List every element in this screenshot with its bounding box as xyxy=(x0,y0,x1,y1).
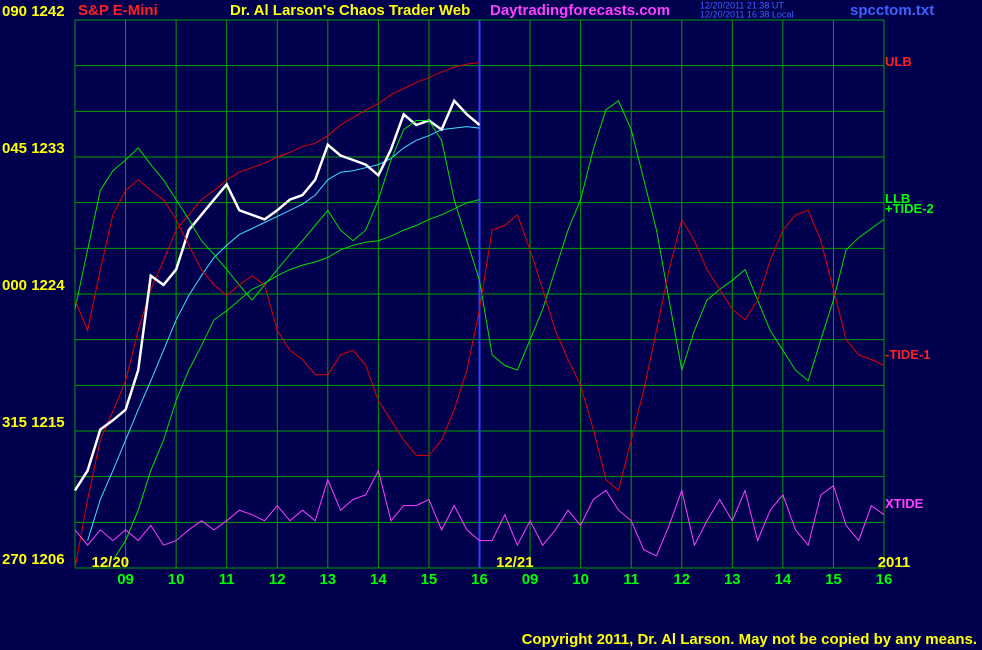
series-label: ULB xyxy=(885,54,912,69)
site: Daytradingforecasts.com xyxy=(490,2,670,19)
timestamp-local: 12/20/2011 16:38 Local xyxy=(700,9,793,19)
x-tick-label: 15 xyxy=(421,571,438,588)
x-tick-label: 14 xyxy=(775,571,792,588)
x-tick-label: 12 xyxy=(269,571,286,588)
x-tick-label: 10 xyxy=(168,571,185,588)
y-tick-label: 090 1242 xyxy=(2,3,65,20)
series-label: XTIDE xyxy=(885,496,924,511)
series-line xyxy=(87,126,480,541)
x-tick-label: 12 xyxy=(673,571,690,588)
y-tick-label: 315 1215 xyxy=(2,414,65,431)
x-tick-label: 10 xyxy=(572,571,589,588)
series-line xyxy=(73,98,481,492)
series-line xyxy=(74,99,885,382)
symbol: S&P E-Mini xyxy=(78,2,158,19)
x-tick-label: 11 xyxy=(219,571,235,588)
date-label: 2011 xyxy=(878,554,911,571)
y-tick-label: 000 1224 xyxy=(2,277,65,294)
y-tick-label: 270 1206 xyxy=(2,551,65,568)
timestamp-ut: 12/20/2011 21:38 UT xyxy=(700,0,784,10)
date-label: 12/20 xyxy=(92,554,130,571)
series-label: +TIDE-2 xyxy=(885,201,934,216)
series-line xyxy=(112,199,480,561)
x-tick-label: 15 xyxy=(825,571,842,588)
x-tick-label: 11 xyxy=(623,571,639,588)
series-line xyxy=(74,62,480,569)
date-label: 12/21 xyxy=(496,554,534,571)
x-tick-label: 09 xyxy=(522,571,539,588)
chart-title: Dr. Al Larson's Chaos Trader Web xyxy=(230,2,470,19)
x-tick-label: 16 xyxy=(876,571,893,588)
x-tick-label: 13 xyxy=(319,571,336,588)
y-tick-label: 045 1233 xyxy=(2,140,65,157)
x-tick-label: 13 xyxy=(724,571,741,588)
series-label: -TIDE-1 xyxy=(885,347,931,362)
x-tick-label: 14 xyxy=(370,571,387,588)
x-tick-label: 09 xyxy=(117,571,134,588)
copyright: Copyright 2011, Dr. Al Larson. May not b… xyxy=(522,631,977,648)
series-line xyxy=(74,469,885,557)
x-tick-label: 16 xyxy=(471,571,488,588)
file-name: spcctom.txt xyxy=(850,2,934,19)
series-label: LLB xyxy=(885,191,910,206)
series-line xyxy=(74,179,885,492)
